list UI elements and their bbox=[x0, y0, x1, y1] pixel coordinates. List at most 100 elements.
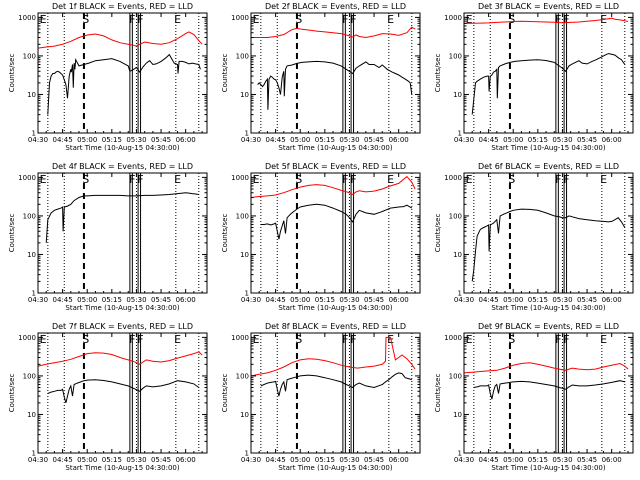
marker-label: E bbox=[253, 173, 260, 186]
x-tick-label: 05:15 bbox=[315, 296, 335, 304]
marker-label: F bbox=[342, 173, 348, 186]
y-tick-label: 10 bbox=[240, 251, 249, 259]
lld-series-line bbox=[464, 17, 629, 24]
marker-label: F bbox=[350, 13, 356, 26]
x-tick-label: 05:15 bbox=[102, 456, 122, 464]
y-tick-label: 1 bbox=[245, 450, 249, 458]
panel-1: Det 1f BLACK = Events, RED = LLD E S F F E 04:… bbox=[8, 2, 208, 152]
x-tick-label: 05:15 bbox=[528, 136, 548, 144]
x-tick-label: 05:15 bbox=[315, 456, 335, 464]
y-tick-label: 1 bbox=[458, 290, 462, 298]
panel-title: Det 4f BLACK = Events, RED = LLD bbox=[52, 162, 193, 171]
x-tick-label: 05:30 bbox=[339, 456, 359, 464]
x-axis-label: Start Time (10-Aug-15 04:30:00) bbox=[278, 464, 392, 472]
y-tick-label: 100 bbox=[23, 372, 36, 380]
plot-frame bbox=[463, 332, 634, 454]
y-tick-label: 10 bbox=[27, 91, 36, 99]
marker-label: F bbox=[342, 333, 348, 346]
y-tick-label: 1 bbox=[32, 450, 36, 458]
y-tick-label: 10 bbox=[453, 251, 462, 259]
marker-label: S bbox=[82, 333, 89, 346]
x-tick-label: 05:00 bbox=[77, 136, 97, 144]
marker-label: S bbox=[295, 173, 302, 186]
lld-series-line bbox=[464, 362, 629, 374]
marker-label: F bbox=[563, 13, 569, 26]
y-tick-label: 1000 bbox=[18, 334, 36, 342]
x-tick-label: 05:30 bbox=[339, 136, 359, 144]
x-tick-label: 06:00 bbox=[389, 136, 409, 144]
marker-label: E bbox=[40, 333, 47, 346]
panel-6: Det 6f BLACK = Events, RED = LLD E S F F E 04:… bbox=[434, 162, 634, 312]
marker-label: S bbox=[82, 13, 89, 26]
panel-7: Det 7f BLACK = Events, RED = LLD E S F F E 04:… bbox=[8, 322, 208, 472]
marker-label: E bbox=[600, 333, 607, 346]
x-tick-label: 05:00 bbox=[77, 456, 97, 464]
x-axis-label: Start Time (10-Aug-15 04:30:00) bbox=[491, 304, 605, 312]
y-tick-label: 1 bbox=[458, 450, 462, 458]
marker-label: S bbox=[508, 333, 515, 346]
x-tick-label: 04:45 bbox=[53, 136, 73, 144]
marker-label: F bbox=[129, 333, 135, 346]
x-tick-label: 05:00 bbox=[503, 456, 523, 464]
y-tick-label: 1000 bbox=[18, 174, 36, 182]
y-axis-label: Counts/sec bbox=[8, 214, 16, 253]
y-tick-label: 1000 bbox=[444, 334, 462, 342]
x-tick-label: 05:30 bbox=[126, 456, 146, 464]
panel-2: Det 2f BLACK = Events, RED = LLD E S F F E 04:… bbox=[221, 2, 421, 152]
lld-series-line bbox=[251, 26, 416, 39]
x-tick-label: 04:45 bbox=[479, 136, 499, 144]
marker-label: S bbox=[295, 13, 302, 26]
x-tick-label: 05:30 bbox=[552, 296, 572, 304]
x-tick-label: 05:15 bbox=[528, 296, 548, 304]
x-tick-label: 06:00 bbox=[389, 296, 409, 304]
marker-label: E bbox=[387, 13, 394, 26]
panel-title: Det 3f BLACK = Events, RED = LLD bbox=[478, 2, 619, 11]
x-axis-label: Start Time (10-Aug-15 04:30:00) bbox=[491, 144, 605, 152]
x-tick-label: 04:45 bbox=[479, 456, 499, 464]
panel-title: Det 9f BLACK = Events, RED = LLD bbox=[478, 322, 619, 331]
marker-label: E bbox=[253, 13, 260, 26]
plot-frame bbox=[250, 332, 421, 454]
y-tick-label: 100 bbox=[236, 372, 249, 380]
y-tick-label: 1 bbox=[32, 130, 36, 138]
x-tick-label: 05:30 bbox=[126, 136, 146, 144]
marker-label: F bbox=[129, 13, 135, 26]
y-tick-label: 1 bbox=[245, 130, 249, 138]
x-tick-label: 05:45 bbox=[364, 296, 384, 304]
marker-label: F bbox=[342, 13, 348, 26]
x-tick-label: 05:45 bbox=[577, 296, 597, 304]
y-tick-label: 10 bbox=[240, 411, 249, 419]
y-tick-label: 1 bbox=[245, 290, 249, 298]
x-tick-label: 06:00 bbox=[602, 136, 622, 144]
plot-frame bbox=[250, 12, 421, 134]
x-tick-label: 04:45 bbox=[479, 296, 499, 304]
marker-label: F bbox=[555, 333, 561, 346]
x-tick-label: 06:00 bbox=[602, 296, 622, 304]
y-tick-label: 100 bbox=[449, 372, 462, 380]
x-tick-label: 04:30 bbox=[28, 296, 48, 304]
plot-frame bbox=[37, 12, 208, 134]
y-axis-label: Counts/sec bbox=[434, 374, 442, 413]
panel-5: Det 5f BLACK = Events, RED = LLD E S F F E 04:… bbox=[221, 162, 421, 312]
x-tick-label: 04:30 bbox=[28, 456, 48, 464]
marker-label: F bbox=[350, 333, 356, 346]
x-tick-label: 04:30 bbox=[454, 136, 474, 144]
x-tick-label: 05:45 bbox=[151, 296, 171, 304]
y-tick-label: 1000 bbox=[231, 174, 249, 182]
x-tick-label: 04:45 bbox=[266, 296, 286, 304]
x-tick-label: 06:00 bbox=[389, 456, 409, 464]
x-tick-label: 05:30 bbox=[552, 136, 572, 144]
marker-label: E bbox=[174, 333, 181, 346]
x-tick-label: 05:00 bbox=[503, 296, 523, 304]
y-axis-label: Counts/sec bbox=[8, 374, 16, 413]
plot-frame bbox=[37, 172, 208, 294]
y-tick-label: 100 bbox=[236, 52, 249, 60]
x-tick-label: 05:00 bbox=[290, 136, 310, 144]
x-tick-label: 04:30 bbox=[241, 296, 261, 304]
x-tick-label: 05:30 bbox=[552, 456, 572, 464]
marker-label: F bbox=[555, 173, 561, 186]
panel-4: Det 4f BLACK = Events, RED = LLD E S F F E 04:… bbox=[8, 162, 208, 312]
x-axis-label: Start Time (10-Aug-15 04:30:00) bbox=[278, 304, 392, 312]
marker-label: E bbox=[466, 333, 473, 346]
